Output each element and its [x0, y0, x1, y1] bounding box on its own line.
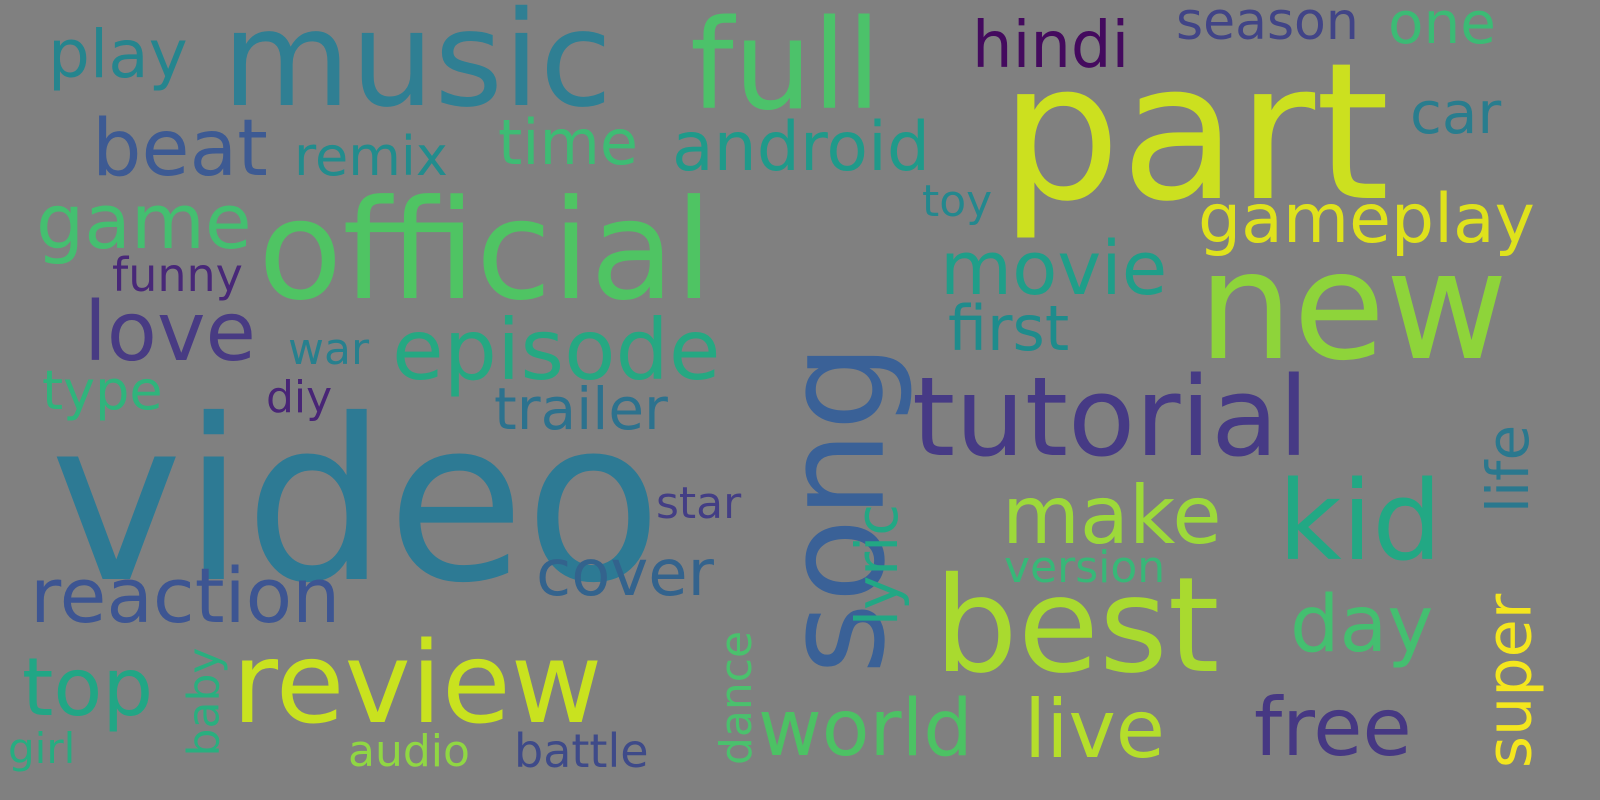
- word-gameplay: gameplay: [1198, 180, 1535, 259]
- word-one: one: [1388, 0, 1496, 57]
- word-android: android: [672, 108, 931, 187]
- word-video: video: [50, 371, 662, 632]
- word-movie: movie: [940, 226, 1168, 312]
- word-super: super: [1472, 593, 1546, 769]
- word-free: free: [1254, 681, 1412, 774]
- word-full: full: [690, 0, 882, 138]
- word-remix: remix: [294, 125, 448, 188]
- word-love: love: [84, 285, 256, 380]
- word-audio: audio: [348, 726, 470, 777]
- word-beat: beat: [92, 104, 268, 194]
- word-dance: dance: [711, 630, 763, 766]
- word-official: official: [258, 170, 713, 331]
- word-car: car: [1410, 79, 1502, 147]
- word-world: world: [758, 684, 973, 774]
- word-hindi: hindi: [972, 9, 1130, 83]
- word-cover: cover: [536, 537, 714, 611]
- word-reaction: reaction: [30, 551, 341, 640]
- word-lyric: lyric: [843, 503, 912, 627]
- word-episode: episode: [392, 301, 721, 399]
- word-diy: diy: [266, 372, 333, 423]
- word-life: life: [1474, 424, 1543, 514]
- word-toy: toy: [922, 176, 993, 227]
- word-review: review: [232, 619, 603, 749]
- word-girl: girl: [8, 724, 76, 773]
- word-play: play: [48, 16, 188, 93]
- word-live: live: [1024, 683, 1166, 776]
- word-trailer: trailer: [494, 375, 668, 443]
- word-baby: baby: [178, 647, 230, 757]
- word-war: war: [288, 324, 370, 375]
- word-battle: battle: [514, 724, 649, 778]
- word-new: new: [1198, 220, 1509, 394]
- word-first: first: [948, 292, 1070, 365]
- word-music: music: [222, 0, 613, 137]
- word-season: season: [1176, 0, 1359, 52]
- word-funny: funny: [112, 248, 243, 302]
- word-make: make: [1002, 469, 1222, 562]
- word-game: game: [36, 177, 252, 266]
- word-day: day: [1290, 580, 1434, 670]
- word-version: version: [1004, 542, 1166, 593]
- word-time: time: [498, 106, 639, 179]
- word-part: part: [1000, 22, 1390, 243]
- word-star: star: [656, 478, 742, 529]
- word-tutorial: tutorial: [912, 353, 1310, 481]
- word-best: best: [934, 549, 1220, 703]
- word-type: type: [42, 359, 163, 422]
- word-top: top: [22, 641, 154, 734]
- word-kid: kid: [1278, 457, 1443, 585]
